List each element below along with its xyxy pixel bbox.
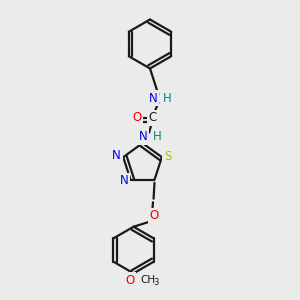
Text: N: N	[112, 149, 121, 162]
Text: S: S	[164, 150, 172, 163]
Text: N: N	[120, 174, 128, 187]
Text: C: C	[149, 111, 157, 124]
Text: O: O	[125, 274, 135, 287]
Text: O: O	[132, 111, 141, 124]
Text: N: N	[148, 92, 158, 104]
Text: H: H	[163, 92, 172, 104]
Text: H: H	[153, 130, 161, 143]
Text: CH: CH	[141, 275, 156, 286]
Text: O: O	[150, 209, 159, 222]
Text: N: N	[139, 130, 147, 143]
Text: 3: 3	[154, 278, 159, 287]
